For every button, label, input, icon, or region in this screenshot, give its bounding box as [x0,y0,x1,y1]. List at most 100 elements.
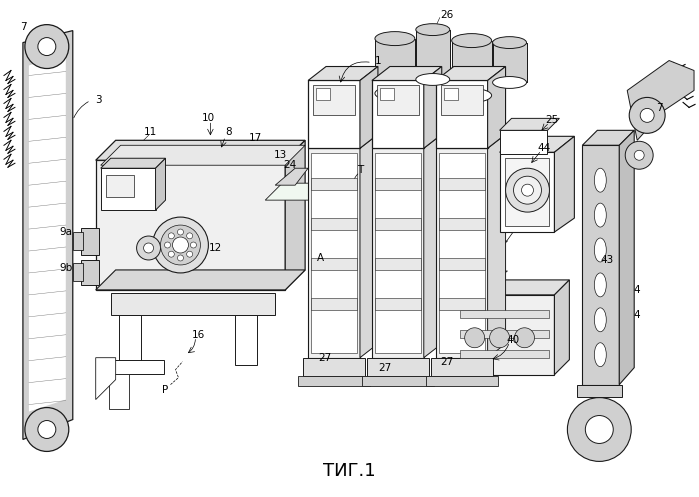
Polygon shape [308,134,507,148]
Polygon shape [582,130,634,145]
Bar [452,41,491,95]
Circle shape [178,229,183,235]
Bar [439,178,484,190]
Ellipse shape [594,203,606,227]
Bar [435,81,488,148]
Circle shape [173,237,189,253]
Ellipse shape [493,77,526,88]
Text: 7: 7 [656,103,663,113]
Bar [106,175,134,197]
Circle shape [489,328,510,348]
Polygon shape [554,136,575,232]
Circle shape [168,233,174,239]
Bar [308,81,360,148]
Polygon shape [500,118,559,130]
Bar [439,298,484,310]
Circle shape [568,398,631,461]
Circle shape [38,420,56,438]
Text: 11: 11 [144,127,157,137]
Circle shape [161,225,201,265]
Ellipse shape [452,88,491,102]
Bar [439,258,484,270]
Circle shape [465,328,484,348]
Polygon shape [554,280,570,375]
Circle shape [164,242,171,248]
Bar [236,315,257,365]
Bar [375,218,421,230]
Ellipse shape [416,74,449,85]
Polygon shape [488,134,505,358]
Polygon shape [619,130,634,385]
Ellipse shape [594,308,606,332]
Text: 7: 7 [20,22,27,32]
Text: 24: 24 [284,160,297,170]
Bar [311,298,357,310]
Bar [441,85,482,115]
Text: 10: 10 [202,113,215,123]
Bar [375,258,421,270]
Bar [460,310,549,318]
Circle shape [168,251,174,257]
Circle shape [178,255,183,261]
Bar [460,350,549,358]
Polygon shape [488,67,505,148]
Circle shape [187,233,193,239]
Circle shape [505,168,549,212]
Text: 44: 44 [538,143,551,153]
Ellipse shape [452,34,491,48]
Polygon shape [424,134,442,358]
Polygon shape [372,67,442,81]
Polygon shape [308,156,507,170]
Bar [500,152,554,232]
Polygon shape [308,181,507,195]
Ellipse shape [375,32,415,46]
Circle shape [25,25,69,69]
Bar [375,153,421,353]
Bar [311,153,357,353]
Bar [375,39,415,93]
Circle shape [634,150,644,160]
Ellipse shape [493,37,526,49]
Text: 17: 17 [249,133,262,143]
Bar [444,88,458,100]
Text: 40: 40 [506,335,519,345]
Text: 1: 1 [375,56,381,66]
Circle shape [521,184,533,196]
Text: 3: 3 [95,95,102,105]
Bar [308,148,360,358]
Bar [493,43,526,83]
Polygon shape [23,31,73,439]
Bar [375,298,421,310]
Ellipse shape [594,238,606,262]
Polygon shape [308,271,507,285]
Circle shape [585,415,613,443]
Polygon shape [29,53,66,412]
Circle shape [152,217,208,273]
Polygon shape [360,134,378,358]
Polygon shape [308,206,507,220]
Bar [311,258,357,270]
Circle shape [38,38,56,56]
Bar [455,295,554,375]
Bar [311,218,357,230]
Polygon shape [275,168,308,185]
Ellipse shape [594,273,606,297]
Bar [367,358,428,376]
Bar [372,148,424,358]
Circle shape [25,408,69,451]
Ellipse shape [375,86,415,100]
Circle shape [514,328,535,348]
Bar [582,145,619,385]
Bar [313,85,355,115]
Circle shape [640,108,654,122]
Bar [101,168,156,210]
Text: 13: 13 [273,150,287,160]
Bar [431,358,493,376]
Bar [108,374,129,409]
Ellipse shape [416,24,449,36]
Text: 25: 25 [545,115,558,125]
Bar [311,178,357,190]
Polygon shape [455,280,570,295]
Polygon shape [96,140,305,160]
Bar [460,330,549,338]
